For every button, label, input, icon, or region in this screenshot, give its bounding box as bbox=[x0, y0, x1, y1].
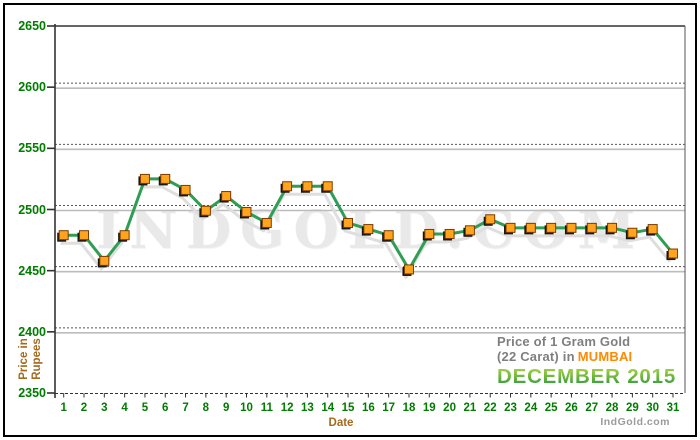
data-point-marker bbox=[200, 205, 211, 216]
x-tick-label: 18 bbox=[402, 402, 416, 414]
x-tick-label: 29 bbox=[625, 402, 639, 414]
data-point-marker bbox=[322, 181, 333, 192]
x-tick-label: 2 bbox=[80, 402, 88, 414]
x-tick-label: 28 bbox=[605, 402, 619, 414]
y-tick-label: 2600 bbox=[18, 80, 46, 95]
data-point-marker bbox=[485, 214, 496, 225]
x-tick-label: 30 bbox=[646, 402, 660, 414]
data-point-marker bbox=[139, 173, 150, 184]
data-point-marker bbox=[586, 222, 597, 233]
data-point-marker bbox=[505, 222, 516, 233]
data-point-marker bbox=[119, 230, 130, 241]
y-tick-label: 2500 bbox=[18, 202, 46, 217]
x-tick-label: 31 bbox=[666, 402, 680, 414]
x-tick-label: 23 bbox=[504, 402, 517, 414]
title-line2: (22 Carat) in MUMBAI bbox=[497, 349, 687, 364]
y-tick-label: 2650 bbox=[18, 19, 46, 33]
data-point-marker bbox=[627, 227, 638, 238]
x-tick-label: 4 bbox=[121, 402, 128, 414]
series-line-shadow bbox=[60, 185, 672, 279]
chart-title-block: Price of 1 Gram Gold (22 Carat) in MUMBAI… bbox=[497, 334, 687, 389]
brand-label: IndGold.com bbox=[600, 416, 670, 428]
x-tick-label: 7 bbox=[182, 402, 189, 414]
x-tick-label: 12 bbox=[280, 402, 294, 414]
y-axis-title-line2: Rupees bbox=[31, 338, 43, 380]
x-tick-label: 19 bbox=[422, 402, 436, 414]
city-name: MUMBAI bbox=[577, 349, 633, 364]
x-tick-label: 20 bbox=[443, 402, 456, 414]
data-point-marker bbox=[221, 191, 232, 202]
data-point-marker bbox=[180, 184, 191, 195]
x-tick-label: 27 bbox=[585, 402, 599, 414]
x-tick-label: 8 bbox=[202, 402, 210, 414]
chart-outer-border: INDGOLD.COM 2350 2400 2450 2500 2550 2600 2650… bbox=[3, 3, 697, 437]
data-point-marker bbox=[607, 222, 618, 233]
period-title: DECEMBER 2015 bbox=[497, 365, 687, 389]
x-tick-label: 1 bbox=[60, 402, 67, 414]
x-tick-label: 14 bbox=[321, 402, 335, 414]
x-tick-label: 26 bbox=[565, 402, 578, 414]
y-tick-label: 2550 bbox=[18, 141, 46, 156]
x-tick-label: 24 bbox=[524, 402, 538, 414]
data-point-marker bbox=[383, 230, 394, 241]
data-point-marker bbox=[241, 206, 252, 217]
data-point-marker bbox=[444, 228, 455, 239]
x-tick-label: 13 bbox=[301, 402, 314, 414]
x-tick-label: 15 bbox=[341, 402, 355, 414]
data-point-marker bbox=[525, 222, 536, 233]
data-point-marker bbox=[668, 248, 678, 259]
data-point-marker bbox=[160, 173, 171, 184]
data-point-marker bbox=[363, 224, 374, 235]
data-point-marker bbox=[58, 230, 69, 241]
x-axis-title: Date bbox=[328, 417, 354, 429]
x-tick-label: 10 bbox=[240, 402, 253, 414]
title-line2-prefix: (22 Carat) in bbox=[497, 349, 575, 364]
x-tick-label: 22 bbox=[483, 402, 497, 414]
x-tick-label: 11 bbox=[260, 402, 273, 414]
data-point-marker bbox=[566, 222, 577, 233]
data-point-marker bbox=[464, 225, 475, 236]
data-point-marker bbox=[79, 230, 90, 241]
title-line1: Price of 1 Gram Gold bbox=[497, 334, 631, 349]
y-tick-label: 2350 bbox=[18, 386, 46, 400]
y-axis-title: Price in Rupees bbox=[18, 336, 44, 382]
data-point-marker bbox=[261, 217, 272, 228]
x-tick-label: 25 bbox=[544, 402, 558, 414]
y-tick-label: 2450 bbox=[18, 263, 46, 278]
x-tick-label: 16 bbox=[361, 402, 375, 414]
y-axis-title-line1: Price in bbox=[18, 338, 30, 380]
data-point-marker bbox=[282, 181, 293, 192]
x-tick-label: 17 bbox=[382, 402, 396, 414]
x-tick-label: 5 bbox=[141, 402, 149, 414]
x-tick-label: 3 bbox=[101, 402, 108, 414]
data-point-marker bbox=[302, 181, 313, 192]
data-point-marker bbox=[343, 217, 354, 228]
data-point-marker bbox=[403, 264, 414, 275]
data-point-marker bbox=[546, 222, 557, 233]
data-point-marker bbox=[647, 224, 658, 235]
y-tick-label: 2400 bbox=[18, 324, 46, 339]
x-tick-label: 9 bbox=[222, 402, 230, 414]
x-tick-label: 21 bbox=[463, 402, 477, 414]
data-point-marker bbox=[424, 228, 435, 239]
data-point-marker bbox=[99, 255, 110, 266]
x-tick-label: 6 bbox=[162, 402, 169, 414]
